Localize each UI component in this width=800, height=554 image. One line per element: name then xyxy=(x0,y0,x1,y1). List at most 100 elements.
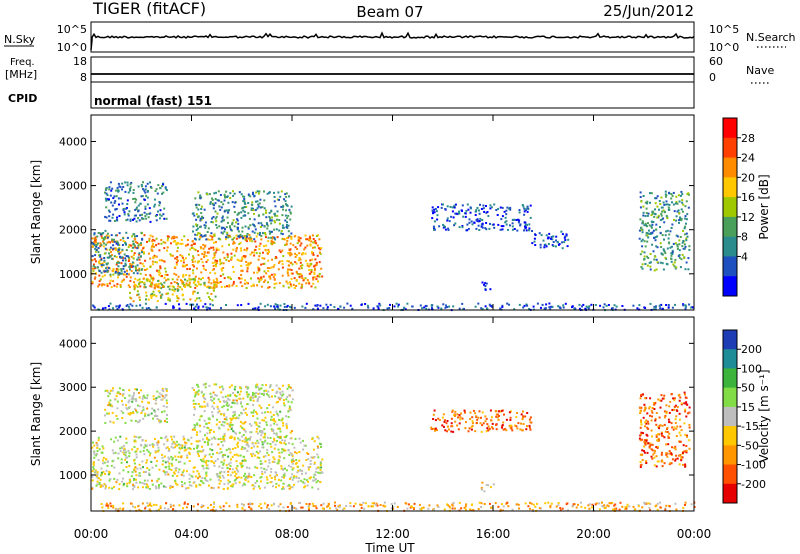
echo-pixel xyxy=(126,236,129,239)
echo-pixel xyxy=(590,506,593,509)
echo-pixel xyxy=(509,208,512,211)
echo-pixel xyxy=(286,396,289,398)
echo-pixel xyxy=(159,187,162,190)
echo-pixel xyxy=(128,308,131,311)
echo-pixel xyxy=(144,302,147,305)
echo-pixel xyxy=(122,449,125,452)
echo-pixel xyxy=(148,454,151,457)
echo-pixel xyxy=(158,291,161,294)
echo-pixel xyxy=(231,426,233,429)
echo-pixel xyxy=(140,231,143,234)
echo-pixel xyxy=(311,258,314,261)
echo-pixel xyxy=(138,258,141,261)
echo-pixel xyxy=(658,416,661,419)
echo-pixel xyxy=(685,261,688,264)
echo-pixel xyxy=(683,227,686,230)
echo-pixel xyxy=(158,421,161,424)
echo-pixel xyxy=(142,277,145,280)
echo-pixel xyxy=(651,407,654,409)
echo-pixel xyxy=(644,439,646,442)
echo-pixel xyxy=(678,243,681,246)
echo-pixel xyxy=(641,449,644,452)
echo-pixel xyxy=(150,285,153,288)
echo-pixel xyxy=(167,508,170,511)
echo-pixel xyxy=(245,249,248,252)
echo-pixel xyxy=(108,471,111,474)
echo-pixel xyxy=(671,306,674,309)
echo-pixel xyxy=(661,262,664,265)
echo-pixel xyxy=(137,256,140,259)
echo-pixel xyxy=(573,308,576,311)
echo-pixel xyxy=(646,200,649,203)
echo-pixel xyxy=(155,237,158,240)
echo-pixel xyxy=(310,269,313,271)
echo-pixel xyxy=(671,194,674,197)
echo-pixel xyxy=(308,272,311,275)
echo-pixel xyxy=(304,252,307,255)
echo-pixel xyxy=(102,232,105,234)
echo-pixel xyxy=(259,450,261,453)
echo-pixel xyxy=(664,508,667,511)
y-tick-label: 3000 xyxy=(59,381,87,394)
echo-pixel xyxy=(123,397,126,399)
echo-pixel xyxy=(646,255,649,258)
echo-pixel xyxy=(276,390,279,393)
echo-pixel xyxy=(328,507,331,510)
echo-pixel xyxy=(220,201,223,203)
echo-pixel xyxy=(137,436,140,439)
echo-pixel xyxy=(263,225,266,228)
echo-pixel xyxy=(449,506,452,509)
echo-pixel xyxy=(213,233,216,236)
echo-pixel xyxy=(172,240,175,243)
echo-pixel xyxy=(125,219,128,222)
echo-pixel xyxy=(314,264,317,267)
echo-pixel xyxy=(100,263,103,265)
echo-pixel xyxy=(309,238,312,241)
echo-pixel xyxy=(231,238,234,241)
echo-pixel xyxy=(316,435,319,438)
echo-pixel xyxy=(653,403,656,406)
echo-pixel xyxy=(144,273,147,276)
echo-pixel xyxy=(223,421,226,424)
echo-pixel xyxy=(322,502,325,505)
echo-pixel xyxy=(197,393,200,396)
echo-pixel xyxy=(214,437,217,440)
colorbar-tick-label: 16 xyxy=(741,191,755,204)
echo-pixel xyxy=(668,203,671,206)
echo-pixel xyxy=(237,476,240,479)
echo-pixel xyxy=(223,471,226,474)
echo-pixel xyxy=(209,298,212,300)
echo-pixel xyxy=(161,185,164,187)
echo-pixel xyxy=(661,465,664,468)
echo-pixel xyxy=(129,291,131,294)
echo-pixel xyxy=(125,441,128,444)
echo-pixel xyxy=(437,206,440,209)
echo-pixel xyxy=(133,446,136,448)
echo-pixel xyxy=(247,445,250,448)
echo-pixel xyxy=(194,283,197,286)
echo-pixel xyxy=(300,283,303,286)
echo-pixel xyxy=(371,502,374,505)
echo-pixel xyxy=(293,475,296,478)
echo-pixel xyxy=(246,449,249,452)
echo-pixel xyxy=(291,468,294,471)
echo-pixel xyxy=(201,235,204,238)
echo-pixel xyxy=(260,406,263,409)
echo-pixel xyxy=(155,283,158,286)
echo-pixel xyxy=(122,411,125,414)
echo-pixel xyxy=(115,269,118,272)
echo-pixel xyxy=(433,427,436,430)
echo-pixel xyxy=(648,405,651,408)
echo-pixel xyxy=(659,506,662,509)
echo-pixel xyxy=(209,202,212,205)
echo-pixel xyxy=(306,452,309,454)
echo-pixel xyxy=(191,264,194,267)
echo-pixel xyxy=(171,485,174,488)
echo-pixel xyxy=(679,236,682,238)
echo-pixel xyxy=(649,442,652,445)
echo-pixel xyxy=(244,421,247,424)
echo-pixel xyxy=(666,263,669,266)
echo-pixel xyxy=(656,447,659,450)
echo-pixel xyxy=(230,485,233,488)
echo-pixel xyxy=(243,206,246,209)
